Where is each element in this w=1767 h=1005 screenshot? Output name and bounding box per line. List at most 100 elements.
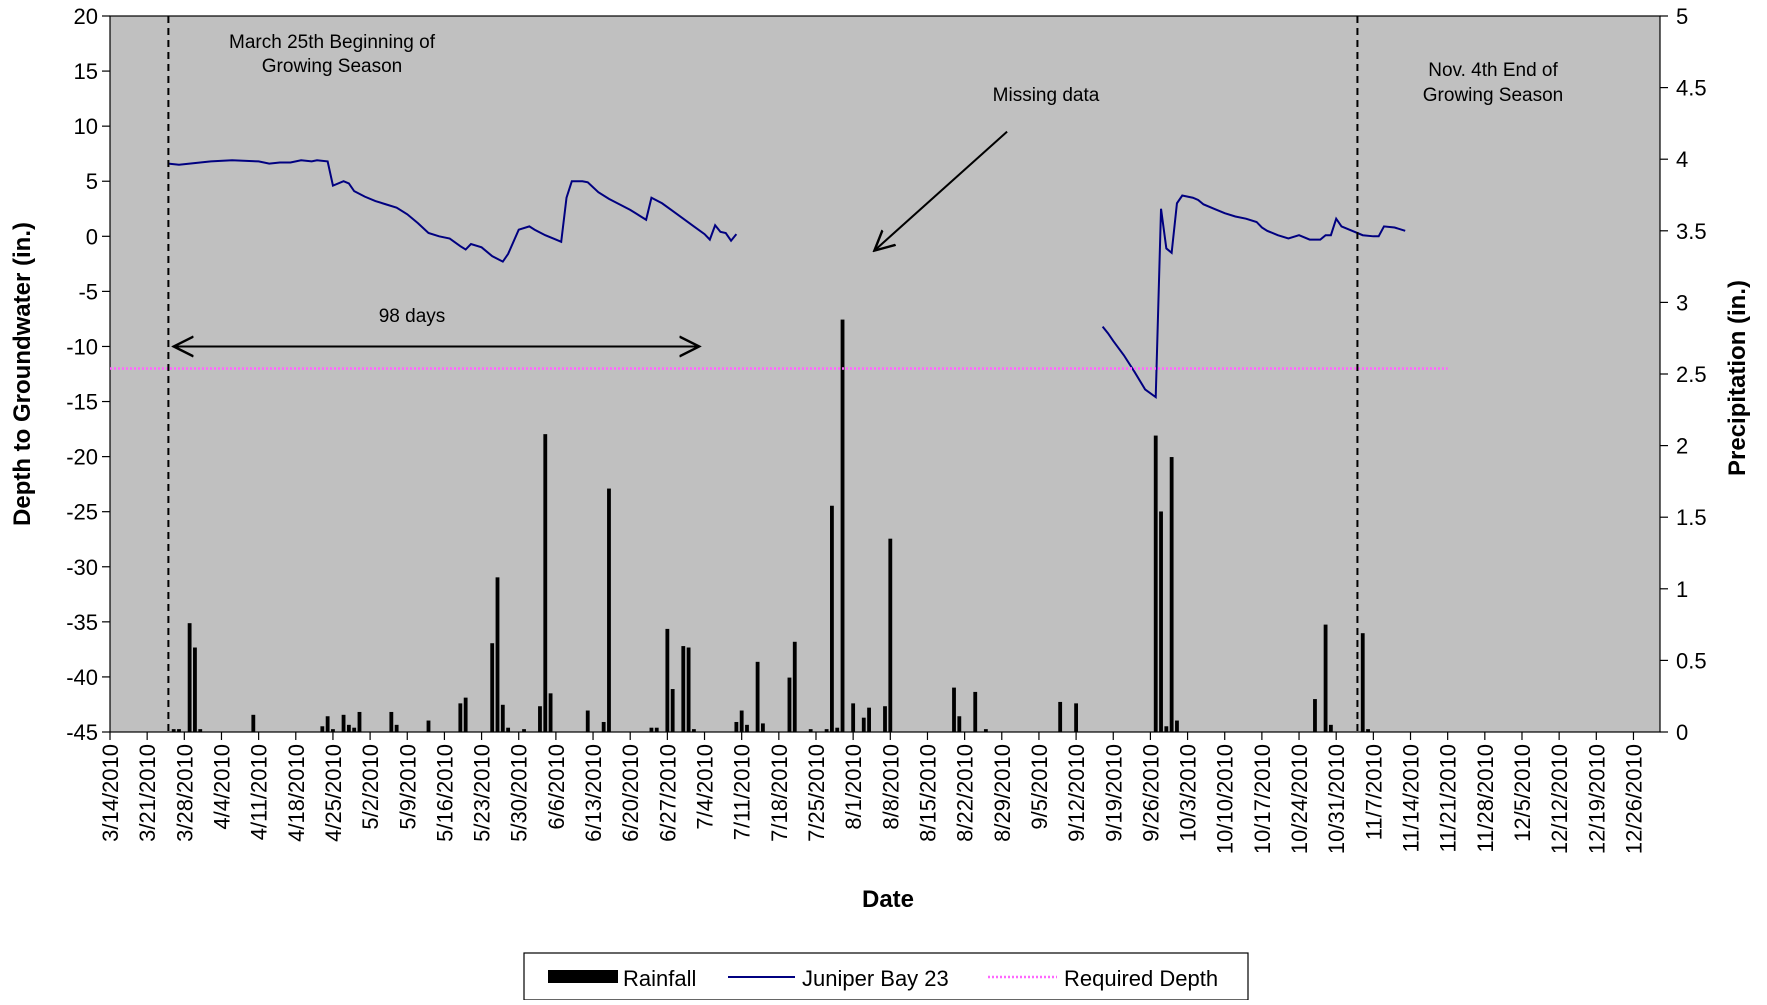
x-tick-label: 10/3/2010 [1176, 744, 1201, 842]
rainfall-bar [787, 677, 792, 732]
x-tick-label: 4/11/2010 [247, 744, 272, 840]
x-tick-label: 8/15/2010 [915, 744, 940, 842]
annotations: March 25th Beginning of Growing Season Nov… [167, 16, 1563, 732]
legend-swatch-rainfall [548, 970, 618, 983]
x-tick-label: 7/4/2010 [693, 744, 718, 830]
y-left-tick-label: -35 [66, 610, 98, 635]
rainfall-bar [867, 707, 871, 732]
y-right-tick-label: 3.5 [1676, 219, 1707, 244]
x-tick-label: 9/19/2010 [1101, 744, 1126, 842]
x-tick-label: 3/14/2010 [98, 744, 123, 842]
rainfall-bar [177, 729, 181, 732]
y-right-tick-label: 3 [1676, 290, 1688, 315]
x-tick-label: 5/9/2010 [395, 744, 420, 830]
rainfall-bar [187, 623, 192, 732]
x-tick-label: 11/21/2010 [1436, 744, 1461, 852]
x-tick-label: 11/7/2010 [1361, 744, 1386, 840]
rainfall-bar [506, 727, 511, 732]
rainfall-bar [957, 716, 962, 732]
legend-label-required-depth: Required Depth [1064, 966, 1218, 991]
rainfall-bar [601, 721, 606, 732]
y-left-tick-label: -25 [66, 500, 98, 525]
rainfall-bar [1323, 624, 1328, 732]
rainfall-bar [1159, 511, 1163, 732]
season-end-label-line2: Growing Season [1423, 85, 1563, 106]
x-tick-label: 4/25/2010 [321, 744, 346, 842]
rainfall-bar [888, 538, 893, 732]
rainfall-bar [320, 726, 325, 732]
rainfall-bar [670, 689, 675, 732]
rainfall-bar [691, 729, 696, 732]
y-left-tick-label: 10 [74, 114, 98, 139]
rainfall-bar [1058, 701, 1063, 732]
rainfall-bar [840, 319, 845, 732]
rainfall-bar [792, 641, 797, 732]
y-left-tick-label: 20 [74, 4, 98, 29]
rainfall-bar [1164, 726, 1169, 732]
y-right-tick-label: 1.5 [1676, 505, 1707, 530]
rainfall-bar [1313, 699, 1317, 732]
x-tick-label: 5/16/2010 [432, 744, 457, 842]
rainfall-bar [426, 720, 431, 732]
y-left-tick-label: -40 [66, 665, 98, 690]
rainfall-bar [824, 729, 829, 732]
rainfall-bar [394, 724, 399, 732]
series-lines [110, 159, 1448, 400]
rainfall-bar [649, 727, 654, 732]
axes: 20151050-5-10-15-20-25-30-35-40-4554.543… [66, 4, 1706, 854]
rainfall-bar [739, 710, 744, 732]
y-left-tick-label: -30 [66, 555, 98, 580]
y-left-tick-label: -10 [66, 334, 98, 359]
rainfall-bar [463, 697, 468, 732]
rainfall-bar [745, 724, 749, 732]
rainfall-bar [681, 646, 686, 732]
rainfall-bar [538, 706, 542, 732]
rainfall-bar [346, 724, 351, 732]
juniper-bay-23-line [1101, 194, 1406, 400]
rainfall-bar [654, 727, 659, 732]
x-tick-label: 8/22/2010 [953, 744, 978, 842]
rainfall-bar [808, 729, 813, 732]
rainfall-bar [490, 643, 495, 732]
rainfall-bar [835, 727, 840, 732]
x-tick-label: 10/10/2010 [1213, 744, 1238, 854]
missing-data-arrow [874, 130, 1008, 251]
rainfall-bar [607, 488, 611, 732]
x-tick-label: 9/26/2010 [1138, 744, 1163, 842]
rainfall-bar [331, 729, 335, 732]
y-axis-left-title: Depth to Groundwater (in.) [9, 222, 36, 526]
rainfall-bar [851, 703, 856, 732]
rainfall-bar [352, 727, 357, 732]
y-axis-right-title: Precipitation (in.) [1724, 280, 1751, 476]
rainfall-bar [198, 729, 203, 732]
rainfall-bar [734, 721, 739, 732]
rainfall-bar [952, 687, 956, 732]
rainfall-bar [761, 723, 765, 732]
y-right-tick-label: 4 [1676, 147, 1688, 172]
plot-area [109, 15, 1661, 733]
y-left-tick-label: -5 [78, 279, 98, 304]
x-tick-label: 11/14/2010 [1399, 744, 1424, 852]
x-tick-label: 6/6/2010 [544, 744, 569, 830]
x-tick-label: 8/8/2010 [878, 744, 903, 830]
rainfall-bar [1328, 724, 1333, 732]
rainfall-bar [548, 693, 553, 732]
y-right-tick-label: 1 [1676, 577, 1688, 602]
x-tick-label: 12/26/2010 [1621, 744, 1646, 854]
x-tick-label: 12/12/2010 [1547, 744, 1572, 854]
x-tick-label: 8/29/2010 [990, 744, 1015, 842]
season-begin-label-line2: Growing Season [262, 56, 402, 77]
rainfall-bar [1360, 633, 1365, 732]
x-tick-label: 12/5/2010 [1510, 744, 1535, 842]
rainfall-bar [665, 628, 670, 732]
rainfall-bar [1074, 703, 1079, 732]
x-tick-label: 6/27/2010 [655, 744, 680, 842]
rainfall-bar [830, 505, 834, 732]
rainfall-bar [973, 691, 978, 732]
rainfall-bar [1153, 435, 1158, 732]
y-left-tick-label: -20 [66, 445, 98, 470]
rainfall-bar [543, 434, 548, 732]
rainfall-bar [325, 716, 330, 732]
legend-label-rainfall: Rainfall [623, 966, 696, 991]
